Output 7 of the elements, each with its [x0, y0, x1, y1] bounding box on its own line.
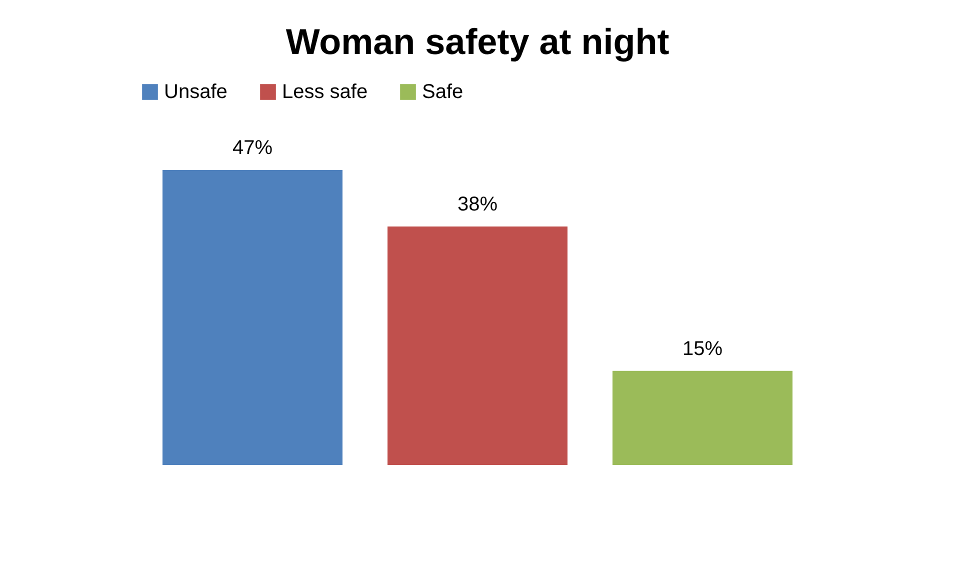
data-label: 38%: [457, 193, 498, 216]
data-label: 47%: [232, 137, 273, 159]
legend-label: Less safe: [282, 81, 368, 103]
legend-label: Safe: [422, 81, 464, 103]
data-label: 15%: [682, 338, 723, 360]
legend-label: Unsafe: [164, 81, 228, 103]
chart-title: Woman safety at night: [286, 21, 670, 62]
